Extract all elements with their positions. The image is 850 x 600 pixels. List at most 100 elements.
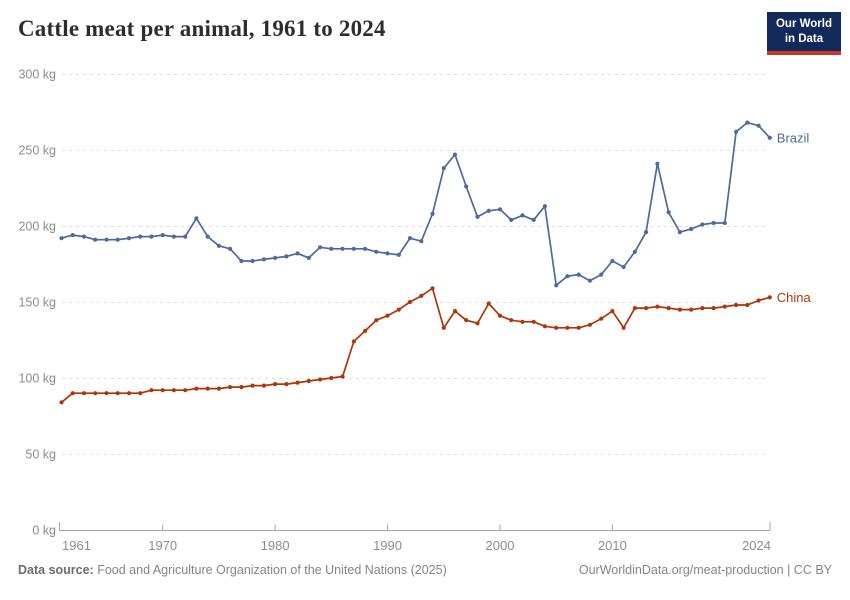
y-tick-label-200: 200 kg bbox=[18, 220, 56, 234]
brazil-marker-1976 bbox=[228, 246, 233, 251]
china-marker-1996 bbox=[452, 309, 458, 314]
china-marker-1978 bbox=[250, 383, 255, 388]
y-tick-label-0: 0 kg bbox=[32, 524, 56, 538]
y-tick-label-100: 100 kg bbox=[18, 372, 56, 386]
china-marker-2010 bbox=[610, 309, 615, 314]
brazil-marker-2011 bbox=[621, 264, 626, 270]
china-marker-1967 bbox=[126, 391, 132, 396]
brazil-marker-2006 bbox=[565, 274, 570, 279]
china-marker-1974 bbox=[205, 386, 210, 391]
china-marker-2008 bbox=[587, 322, 593, 327]
owid-logo[interactable]: Our World in Data bbox=[766, 12, 841, 55]
data-source-text: Food and Agriculture Organization of the… bbox=[97, 563, 447, 577]
china-line[interactable] bbox=[60, 287, 771, 404]
brazil-marker-2014 bbox=[655, 161, 660, 166]
brazil-marker-1991 bbox=[396, 252, 401, 257]
china-marker-1966 bbox=[115, 391, 120, 396]
brazil-marker-1992 bbox=[407, 236, 413, 241]
brazil-marker-2003 bbox=[531, 217, 536, 222]
y-tick-label-150: 150 kg bbox=[18, 296, 56, 310]
brazil-marker-1969 bbox=[149, 234, 154, 239]
china-marker-2022 bbox=[745, 302, 750, 308]
china-marker-1992 bbox=[407, 299, 413, 305]
china-marker-1983 bbox=[306, 378, 311, 384]
brazil-marker-1988 bbox=[363, 246, 368, 251]
china-marker-2011 bbox=[621, 325, 626, 330]
brazil-marker-1982 bbox=[295, 251, 300, 256]
china-marker-2012 bbox=[632, 306, 638, 311]
china-marker-1972 bbox=[183, 388, 188, 393]
brazil-marker-1971 bbox=[171, 234, 176, 239]
china-marker-1980 bbox=[273, 382, 278, 387]
china-marker-1975 bbox=[216, 386, 221, 391]
china-marker-1964 bbox=[93, 391, 98, 396]
china-marker-1970 bbox=[160, 388, 165, 393]
brazil-marker-1965 bbox=[104, 237, 109, 242]
brazil-marker-1985 bbox=[329, 246, 334, 251]
china-marker-2002 bbox=[520, 319, 525, 324]
china-marker-1984 bbox=[318, 377, 323, 382]
attribution-link[interactable]: OurWorldinData.org/meat-production | CC … bbox=[578, 563, 832, 577]
x-tick-label-1961: 1961 bbox=[62, 538, 91, 553]
china-marker-1987 bbox=[351, 339, 356, 344]
china-marker-1986 bbox=[340, 374, 345, 379]
brazil-marker-2000 bbox=[497, 207, 503, 212]
brazil-marker-1986 bbox=[340, 246, 345, 251]
brazil-line[interactable] bbox=[60, 121, 771, 287]
brazil-marker-1978 bbox=[250, 258, 255, 264]
china-marker-1973 bbox=[194, 386, 199, 391]
brazil-marker-1987 bbox=[351, 246, 356, 251]
china-marker-1979 bbox=[261, 383, 266, 388]
brazil-marker-1966 bbox=[115, 237, 120, 242]
china-marker-1977 bbox=[239, 385, 244, 390]
brazil-marker-1967 bbox=[126, 236, 132, 241]
brazil-end-label[interactable]: Brazil bbox=[777, 130, 810, 145]
brazil-marker-1970 bbox=[160, 233, 165, 238]
brazil-marker-2007 bbox=[576, 272, 581, 277]
china-marker-2015 bbox=[666, 306, 671, 311]
brazil-marker-1995 bbox=[441, 166, 446, 171]
brazil-marker-1989 bbox=[374, 249, 379, 254]
brazil-marker-2001 bbox=[509, 217, 514, 222]
brazil-marker-1979 bbox=[261, 257, 266, 262]
brazil-marker-1981 bbox=[284, 254, 289, 259]
china-marker-2023 bbox=[756, 298, 761, 303]
brazil-marker-1998 bbox=[475, 214, 480, 219]
china-marker-1998 bbox=[475, 321, 480, 326]
china-marker-1963 bbox=[81, 391, 87, 396]
china-marker-1990 bbox=[385, 313, 390, 318]
x-tick-label-2010: 2010 bbox=[598, 538, 627, 553]
brazil-marker-1964 bbox=[93, 237, 98, 242]
china-marker-1991 bbox=[396, 307, 401, 312]
china-marker-2016 bbox=[677, 307, 683, 312]
brazil-marker-1975 bbox=[216, 243, 221, 248]
china-marker-2007 bbox=[576, 325, 581, 330]
china-marker-1969 bbox=[149, 388, 154, 393]
china-marker-2003 bbox=[531, 319, 536, 324]
brazil-marker-1974 bbox=[205, 234, 210, 239]
brazil-marker-1983 bbox=[306, 255, 311, 260]
brazil-marker-2005 bbox=[554, 283, 559, 288]
brazil-marker-2009 bbox=[599, 272, 604, 277]
brazil-marker-2010 bbox=[610, 258, 615, 264]
china-marker-1985 bbox=[329, 375, 334, 381]
china-end-label[interactable]: China bbox=[777, 290, 812, 305]
brazil-marker-2018 bbox=[700, 222, 705, 227]
data-source: Data source: Food and Agriculture Organi… bbox=[18, 563, 447, 577]
brazil-marker-1973 bbox=[194, 216, 199, 221]
china-marker-2017 bbox=[689, 307, 694, 312]
x-tick-label-1980: 1980 bbox=[261, 538, 290, 553]
brazil-marker-1997 bbox=[464, 184, 469, 189]
china-marker-1961 bbox=[59, 400, 64, 405]
brazil-marker-2017 bbox=[689, 226, 694, 232]
chart-header: Cattle meat per animal, 1961 to 2024 Our… bbox=[0, 0, 850, 60]
brazil-marker-2016 bbox=[677, 230, 683, 235]
china-marker-2020 bbox=[722, 304, 727, 309]
china-marker-2005 bbox=[554, 325, 559, 330]
china-marker-1965 bbox=[104, 391, 109, 396]
china-marker-1989 bbox=[374, 318, 379, 323]
brazil-marker-1993 bbox=[419, 239, 424, 244]
brazil-marker-1962 bbox=[70, 233, 75, 238]
brazil-marker-2019 bbox=[711, 220, 716, 226]
